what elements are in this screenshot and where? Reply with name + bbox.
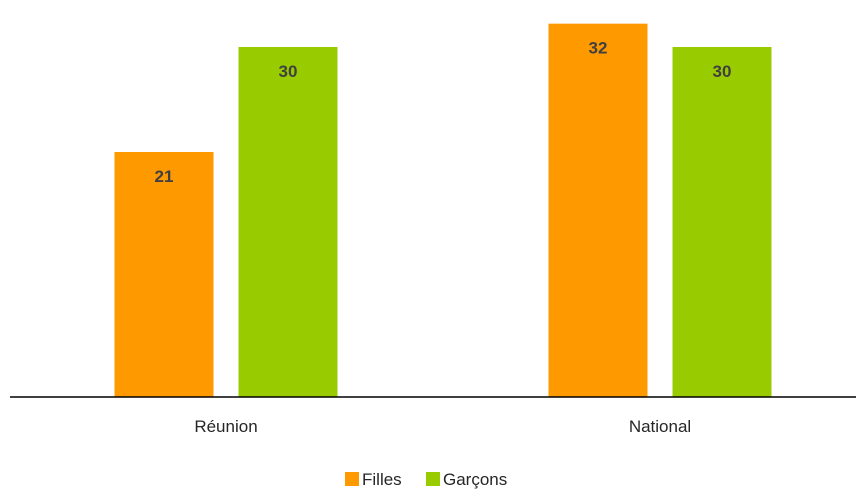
bar-filles-1 (548, 23, 648, 398)
legend-label-garçons: Garçons (443, 470, 507, 489)
legend-swatch-filles (345, 472, 359, 486)
bar-garçons-1 (672, 47, 772, 397)
category-label: National (629, 417, 691, 436)
data-label-garçons-0: 30 (279, 62, 298, 81)
data-labels-group: 21 30 32 30 (155, 39, 732, 186)
bar-filles-0 (114, 152, 214, 397)
legend-swatch-garçons (426, 472, 440, 486)
bars-group (114, 23, 772, 398)
bar-garçons-0 (238, 47, 338, 397)
data-label-filles-0: 21 (155, 167, 174, 186)
legend: Filles Garçons (345, 470, 507, 489)
category-label: Réunion (194, 417, 257, 436)
data-label-filles-1: 32 (589, 39, 608, 58)
legend-label-filles: Filles (362, 470, 402, 489)
category-labels-group: Réunion National (194, 417, 691, 436)
data-label-garçons-1: 30 (713, 62, 732, 81)
